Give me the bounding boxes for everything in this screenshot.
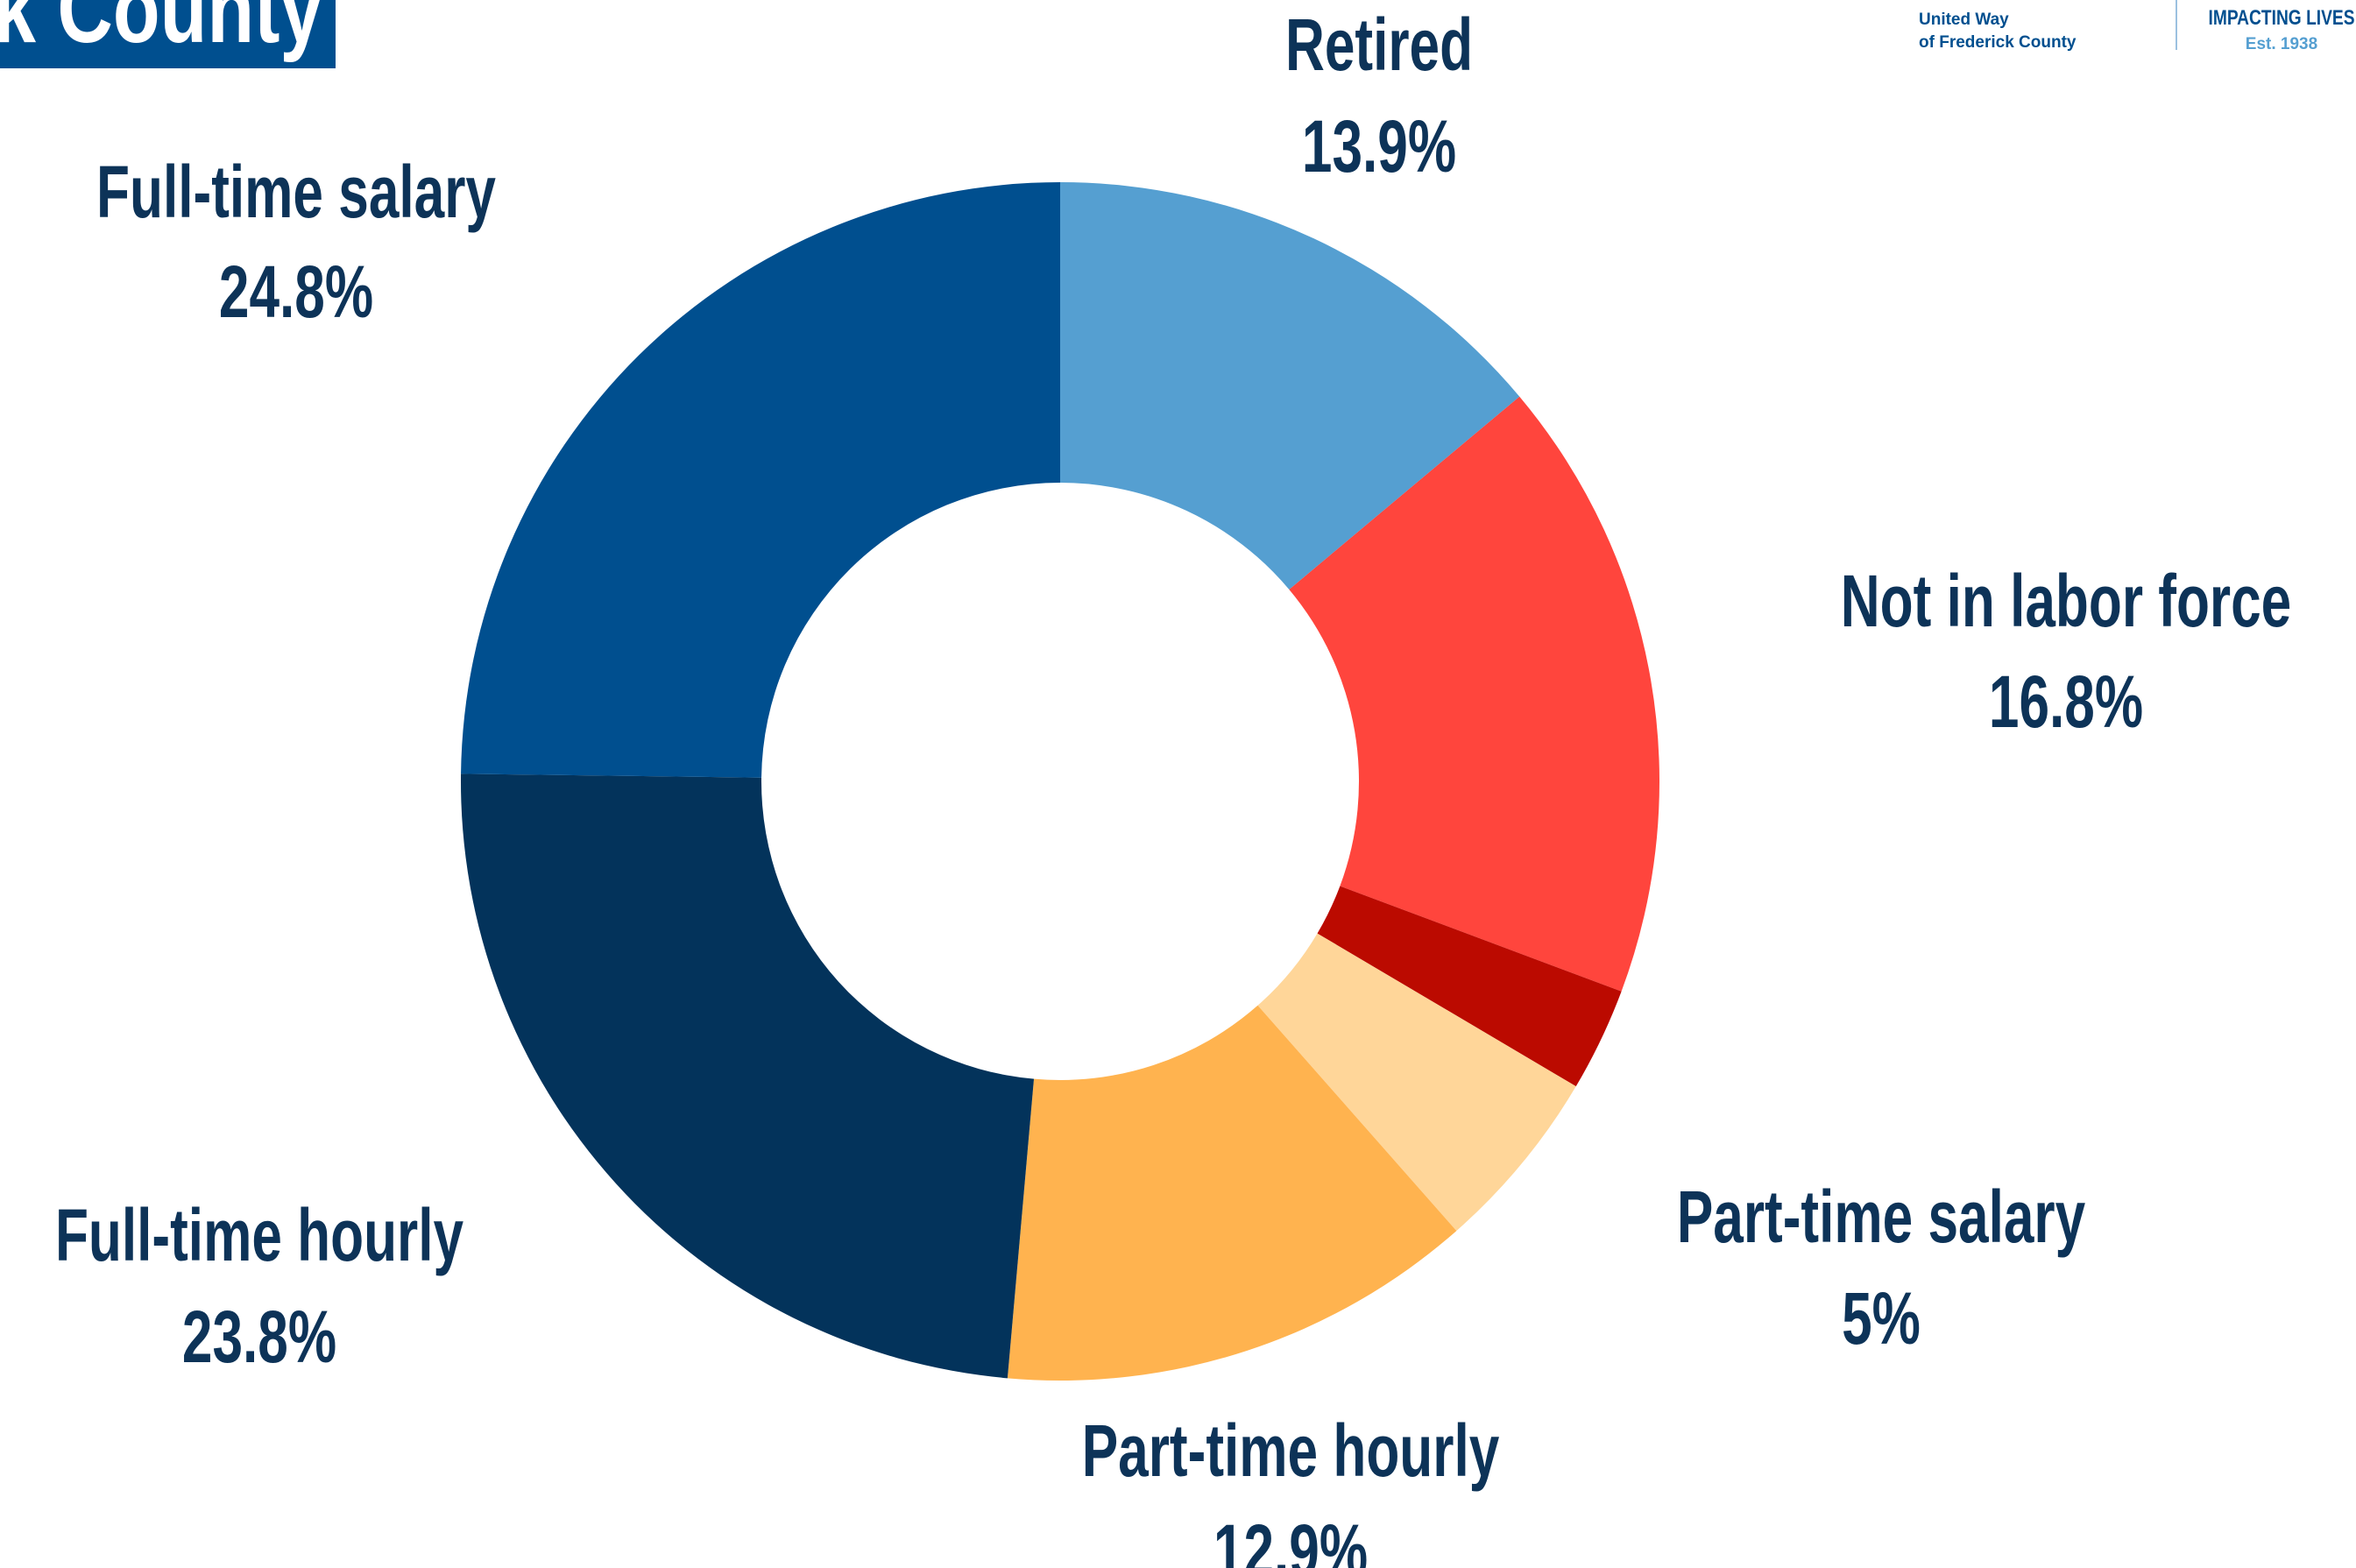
org-name: United Way <box>1919 11 2009 29</box>
donut-slice <box>461 182 1060 778</box>
value-label: 12.9% <box>1213 1509 1368 1568</box>
established: Est. 1938 <box>2246 35 2317 53</box>
category-label: Retired <box>1285 4 1473 86</box>
tagline: IMPACTING LIVES <box>2208 5 2354 30</box>
donut-slice <box>1007 1005 1457 1381</box>
value-label: 16.8% <box>1989 660 2143 743</box>
donut-slice <box>1060 182 1520 590</box>
value-label: 5% <box>1842 1277 1921 1360</box>
donut-slice <box>1317 886 1622 1087</box>
value-label: 23.8% <box>182 1296 336 1378</box>
category-label: Not in labor force <box>1841 560 2291 642</box>
value-label: 13.9% <box>1302 105 1456 187</box>
category-label: Full-time hourly <box>55 1194 463 1276</box>
category-label: Full-time salary <box>96 151 496 233</box>
org-name: of Frederick County <box>1919 33 2077 52</box>
category-label: Part-time salary <box>1677 1176 2085 1258</box>
donut-slice <box>1257 933 1576 1232</box>
banner-text: k County <box>0 0 322 63</box>
category-label: Part-time hourly <box>1082 1409 1500 1492</box>
value-label: 24.8% <box>219 251 373 333</box>
donut-slice <box>461 773 1035 1379</box>
banner <box>0 0 336 68</box>
donut-slice <box>1289 396 1659 992</box>
